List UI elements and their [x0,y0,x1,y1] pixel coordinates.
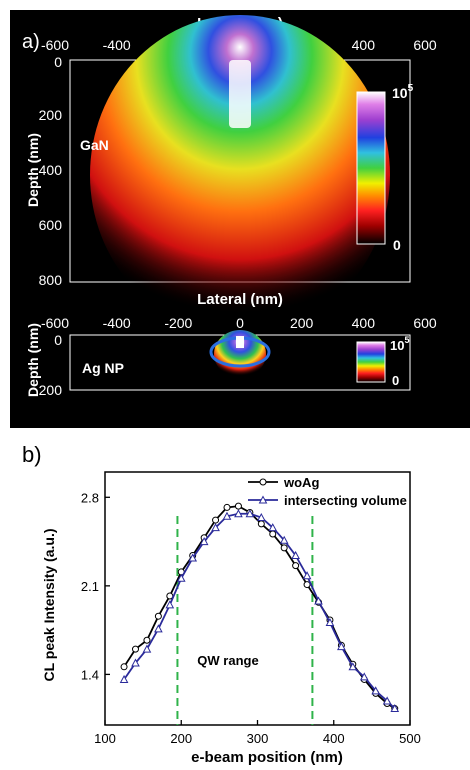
data-point [281,545,287,551]
x-tick-label: -400 [103,37,131,53]
data-point [144,637,150,643]
data-point [213,517,219,523]
agnp-core [236,336,244,348]
x-tick-label: 300 [247,731,269,746]
y-tick-label: 200 [39,382,63,398]
panel-b: b) e-beam position (nm) CL peak Intensit… [0,440,470,765]
data-point [258,521,264,527]
data-point [121,664,127,670]
x-tick-label: 400 [323,731,345,746]
legend-marker [260,479,266,485]
panel-a: Lateral (nm) -600 -400 -200 0 200 400 600 0 200… [0,0,470,430]
panel-b-label: b) [22,442,42,467]
gan-label: GaN [80,137,109,153]
data-point [270,531,276,537]
data-point [133,646,139,652]
bottom-lateral-title: Lateral (nm) [197,291,283,308]
top-depth-title: Depth (nm) [25,133,41,207]
x-tick-label: 500 [399,731,421,746]
x-tick-label: -400 [103,315,131,331]
bottom-depth-title: Depth (nm) [25,323,41,397]
x-tick-label: 400 [352,315,376,331]
agnp-label: Ag NP [82,360,124,376]
y-tick-label: 200 [39,107,63,123]
data-point [224,504,230,510]
y-tick-label: 2.1 [81,579,99,594]
gan-core [229,60,251,128]
y-tick-label: 0 [54,54,62,70]
x-tick-label: 400 [352,37,376,53]
y-axis-title: CL peak Intensity (a.u.) [41,529,57,682]
data-point [293,563,299,569]
bottom-color-scale [357,342,385,382]
x-tick-label: 600 [413,37,437,53]
top-scale-min: 0 [393,237,401,253]
x-tick-label: -200 [164,315,192,331]
y-tick-label: 0 [54,332,62,348]
bottom-scale-min: 0 [392,373,399,388]
panel-a-label: a) [22,31,40,53]
top-color-scale [357,92,385,244]
data-point [155,613,161,619]
x-tick-label: 600 [413,315,437,331]
x-tick-label: 200 [290,315,314,331]
plot-frame [105,472,410,725]
legend-label: intersecting volume [284,493,407,508]
series-line-0 [124,506,395,708]
data-point [166,601,173,608]
y-tick-label: 800 [39,272,63,288]
y-tick-label: 2.8 [81,490,99,505]
y-tick-label: 600 [39,217,63,233]
x-tick-label: -600 [41,315,69,331]
data-point [155,625,162,632]
x-axis-title: e-beam position (nm) [191,749,343,765]
qw-range-label: QW range [197,653,258,668]
x-tick-label: -600 [41,37,69,53]
data-point [235,503,241,509]
y-tick-label: 1.4 [81,667,99,682]
legend-label: woAg [283,475,319,490]
x-tick-label: 200 [170,731,192,746]
x-tick-label: 0 [236,315,244,331]
x-tick-label: 100 [94,731,116,746]
series-line-1 [124,514,395,709]
y-tick-label: 400 [39,162,63,178]
